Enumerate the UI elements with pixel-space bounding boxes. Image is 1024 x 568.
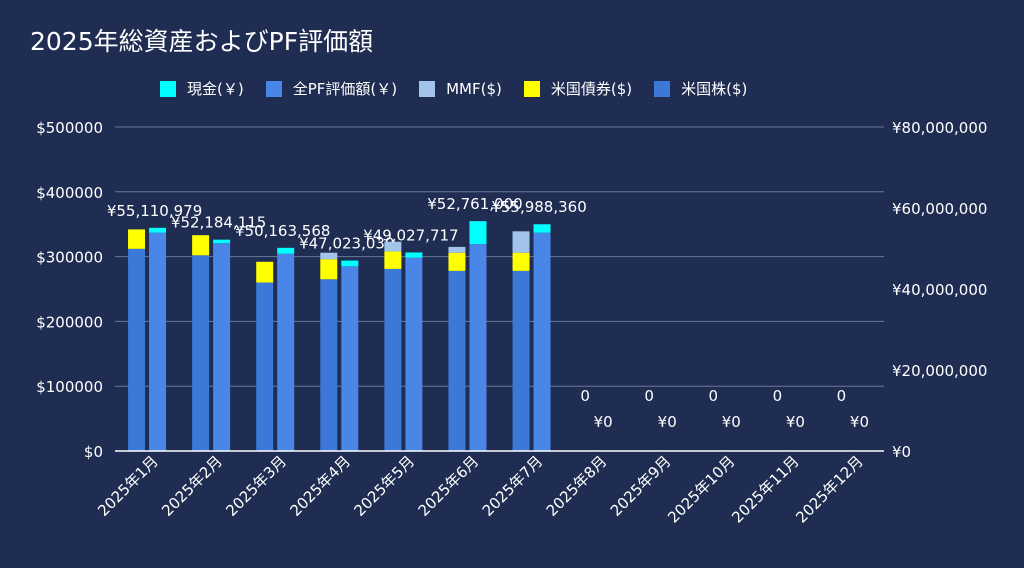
data-label-jpy: ¥0 xyxy=(786,413,805,431)
data-label-usd: 0 xyxy=(773,387,783,405)
bar-usd xyxy=(448,246,466,253)
bar-jpy xyxy=(213,239,231,244)
bar-usd xyxy=(128,248,146,451)
bar-jpy xyxy=(533,232,551,451)
bar-jpy xyxy=(277,253,295,451)
data-label-usd: 0 xyxy=(709,387,719,405)
data-label-jpy: ¥52,761,000 xyxy=(427,195,522,213)
y-tick-label-right: ¥40,000,000 xyxy=(892,281,987,299)
data-label-jpy: ¥49,027,717 xyxy=(363,226,458,244)
bar-usd xyxy=(192,255,210,451)
x-tick-label: 2025年8月 xyxy=(543,452,611,520)
data-label-jpy: ¥0 xyxy=(850,413,869,431)
legend-item: 全PF評価額(￥) xyxy=(265,78,398,99)
legend-label: 米国債券($) xyxy=(550,80,633,98)
data-label-usd: 0 xyxy=(644,387,654,405)
bar-usd xyxy=(384,268,402,451)
y-tick-label-left: $400000 xyxy=(36,184,103,202)
legend-item: 現金(￥) xyxy=(160,78,244,99)
x-tick-label: 2025年3月 xyxy=(222,452,290,520)
bar-usd xyxy=(384,241,402,252)
bar-usd xyxy=(128,229,146,249)
bar-jpy xyxy=(469,221,487,245)
bar-jpy xyxy=(149,232,167,451)
data-label-jpy: ¥0 xyxy=(658,413,677,431)
data-label-jpy: ¥55,988,360 xyxy=(491,198,586,216)
legend-label: 現金(￥) xyxy=(187,80,244,98)
x-tick-label: 2025年7月 xyxy=(479,452,547,520)
bar-usd xyxy=(256,261,274,283)
bar-usd xyxy=(320,279,338,451)
bar-usd xyxy=(384,251,402,269)
bar-usd xyxy=(512,270,530,451)
x-tick-label: 2025年10月 xyxy=(664,452,738,526)
legend-label: 全PF評価額(￥) xyxy=(292,80,398,98)
y-tick-label-right: ¥60,000,000 xyxy=(892,200,987,218)
legend: 現金(￥) 全PF評価額(￥) MMF($) 米国債券($) 米国株($) xyxy=(160,78,769,99)
legend-item: 米国株($) xyxy=(654,78,747,99)
chart-title: 2025年総資産およびPF評価額 xyxy=(30,27,374,56)
legend-item: MMF($) xyxy=(419,80,502,98)
data-label-jpy: ¥0 xyxy=(722,413,741,431)
y-tick-label-right: ¥0 xyxy=(892,443,911,461)
bar-jpy xyxy=(213,243,231,451)
x-tick-label: 2025年12月 xyxy=(792,452,866,526)
bar-jpy xyxy=(405,257,423,451)
bar-usd xyxy=(512,231,530,253)
bar-jpy xyxy=(469,244,487,451)
x-tick-label: 2025年1月 xyxy=(94,452,162,520)
data-label-jpy: ¥0 xyxy=(594,413,613,431)
data-label-usd: 0 xyxy=(580,387,590,405)
x-tick-label: 2025年9月 xyxy=(607,452,675,520)
x-tick-label: 2025年6月 xyxy=(415,452,483,520)
legend-item: 米国債券($) xyxy=(523,78,633,99)
bar-jpy xyxy=(277,247,295,254)
bar-usd xyxy=(448,270,466,451)
bar-usd xyxy=(512,252,530,271)
data-label-jpy: ¥50,163,568 xyxy=(235,222,330,240)
y-tick-label-left: $500000 xyxy=(36,119,103,137)
bar-jpy xyxy=(533,224,551,233)
bar-jpy xyxy=(149,227,167,233)
bar-jpy xyxy=(341,266,359,451)
data-label-usd: 0 xyxy=(837,387,847,405)
data-label-jpy: ¥47,023,039 xyxy=(299,235,394,253)
bar-usd xyxy=(320,259,338,280)
x-tick-label: 2025年5月 xyxy=(351,452,419,520)
legend-swatch xyxy=(265,80,282,97)
legend-label: 米国株($) xyxy=(681,80,748,98)
y-tick-label-right: ¥20,000,000 xyxy=(892,362,987,380)
data-label-jpy: ¥55,110,979 xyxy=(107,202,202,220)
y-tick-label-left: $100000 xyxy=(36,378,103,396)
y-tick-label-right: ¥80,000,000 xyxy=(892,119,987,137)
y-tick-label-left: $0 xyxy=(84,443,103,461)
bar-jpy xyxy=(405,252,423,258)
legend-swatch xyxy=(419,80,436,97)
legend-swatch xyxy=(160,80,176,97)
legend-label: MMF($) xyxy=(446,79,502,98)
bar-usd xyxy=(192,235,210,256)
bar-jpy xyxy=(341,260,359,267)
legend-swatch xyxy=(523,80,540,97)
data-label-jpy: ¥52,184,115 xyxy=(171,214,266,232)
x-tick-label: 2025年11月 xyxy=(728,452,802,526)
x-tick-label: 2025年4月 xyxy=(286,452,354,520)
y-tick-label-left: $200000 xyxy=(36,313,103,331)
y-tick-label-left: $300000 xyxy=(36,249,103,267)
bar-usd xyxy=(320,252,338,260)
bar-usd xyxy=(256,282,274,451)
bar-usd xyxy=(448,252,466,271)
legend-swatch xyxy=(654,80,671,97)
x-tick-label: 2025年2月 xyxy=(158,452,226,520)
